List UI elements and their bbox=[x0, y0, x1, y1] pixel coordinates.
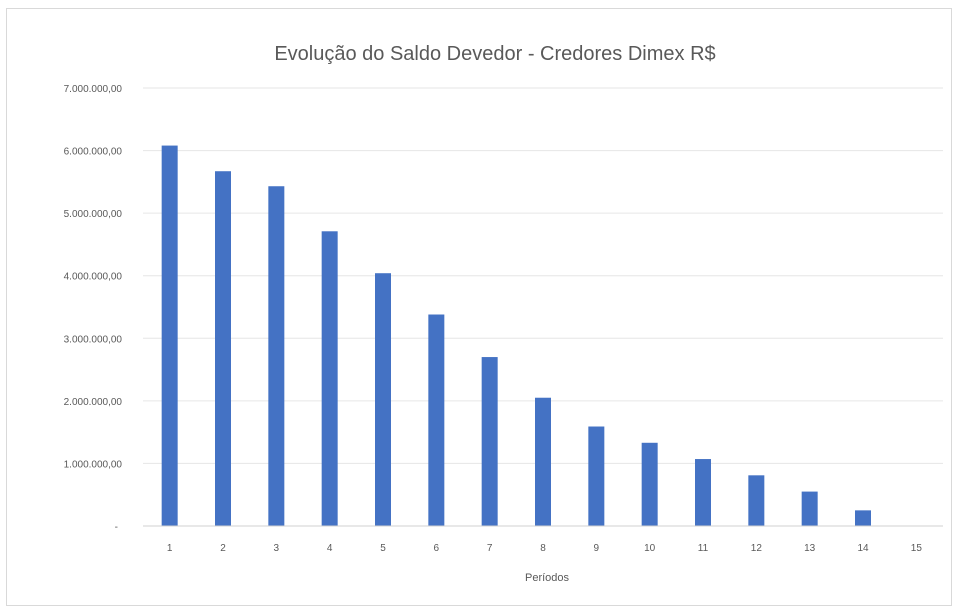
x-axis-ticks: 1 2 3 4 5 6 7 8 9 10 11 12 13 14 15 bbox=[167, 543, 922, 554]
y-tick-label: 7.000.000,00 bbox=[64, 84, 123, 95]
x-tick-label: 9 bbox=[594, 543, 600, 554]
y-tick-label: 5.000.000,00 bbox=[64, 209, 123, 220]
bar-period-8 bbox=[535, 397, 551, 526]
y-tick-label: 4.000.000,00 bbox=[64, 272, 123, 283]
bar-period-14 bbox=[855, 510, 871, 526]
bar-period-12 bbox=[748, 475, 765, 526]
bar-period-6 bbox=[428, 314, 445, 526]
x-tick-label: 4 bbox=[327, 543, 333, 554]
x-tick-label: 1 bbox=[167, 543, 173, 554]
y-tick-label: - bbox=[115, 522, 118, 533]
x-axis-title: Períodos bbox=[525, 572, 570, 584]
bar-period-10 bbox=[641, 442, 658, 526]
chart-title: Evolução do Saldo Devedor - Credores Dim… bbox=[274, 43, 715, 65]
y-tick-label: 6.000.000,00 bbox=[64, 147, 123, 158]
x-tick-label: 5 bbox=[380, 543, 386, 554]
x-tick-label: 14 bbox=[857, 543, 869, 554]
y-axis-ticks: - 1.000.000,00 2.000.000,00 3.000.000,00 4.0… bbox=[64, 84, 123, 533]
x-tick-label: 3 bbox=[274, 543, 280, 554]
bar-period-2 bbox=[215, 171, 231, 526]
y-tick-label: 2.000.000,00 bbox=[64, 397, 123, 408]
y-tick-label: 1.000.000,00 bbox=[64, 459, 123, 470]
x-tick-label: 8 bbox=[540, 543, 546, 554]
bar-period-7 bbox=[481, 357, 498, 526]
y-tick-label: 3.000.000,00 bbox=[64, 334, 123, 345]
bar-period-9 bbox=[588, 426, 605, 526]
bar-period-5 bbox=[375, 273, 391, 526]
x-tick-label: 7 bbox=[487, 543, 493, 554]
x-tick-label: 2 bbox=[220, 543, 226, 554]
x-tick-label: 11 bbox=[698, 543, 709, 554]
x-tick-label: 10 bbox=[644, 543, 656, 554]
bar-period-3 bbox=[268, 186, 285, 527]
bar-period-13 bbox=[801, 491, 818, 526]
x-tick-label: 13 bbox=[804, 543, 816, 554]
x-tick-label: 15 bbox=[911, 543, 923, 554]
x-tick-label: 6 bbox=[434, 543, 440, 554]
bar-period-11 bbox=[695, 459, 711, 526]
bars bbox=[161, 145, 871, 527]
bar-period-1 bbox=[161, 145, 178, 526]
bar-period-4 bbox=[321, 231, 338, 526]
x-tick-label: 12 bbox=[751, 543, 763, 554]
